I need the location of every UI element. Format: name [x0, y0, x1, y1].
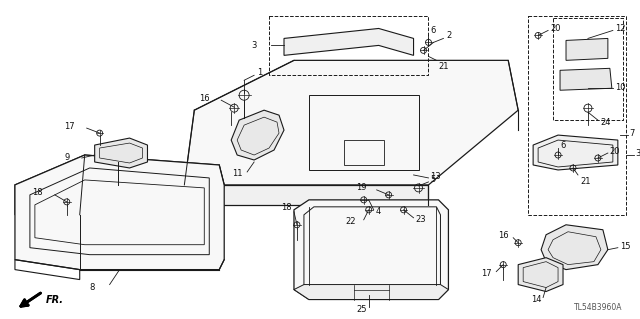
Text: 19: 19	[356, 183, 367, 192]
Text: 23: 23	[415, 215, 426, 224]
Text: 9: 9	[65, 152, 70, 161]
Polygon shape	[95, 138, 147, 168]
Polygon shape	[15, 155, 224, 270]
Text: 24: 24	[600, 118, 611, 127]
Text: 14: 14	[531, 295, 541, 304]
Polygon shape	[518, 258, 563, 292]
Text: 25: 25	[356, 305, 367, 314]
Polygon shape	[231, 110, 284, 160]
Text: 16: 16	[198, 94, 209, 103]
Text: 16: 16	[497, 231, 508, 240]
Text: 4: 4	[376, 207, 381, 216]
Text: 20: 20	[550, 24, 561, 33]
Text: 18: 18	[282, 203, 292, 212]
Text: TL54B3960A: TL54B3960A	[574, 303, 623, 313]
Text: 12: 12	[615, 24, 625, 33]
Text: 17: 17	[64, 122, 75, 130]
Text: 3: 3	[252, 41, 257, 50]
Polygon shape	[294, 200, 449, 300]
Text: 11: 11	[232, 169, 242, 178]
Text: 21: 21	[438, 62, 449, 71]
Polygon shape	[15, 155, 224, 215]
Text: 18: 18	[32, 189, 43, 197]
Text: 1: 1	[257, 68, 262, 77]
Text: 22: 22	[345, 217, 356, 226]
Text: 10: 10	[615, 83, 625, 92]
Text: FR.: FR.	[46, 294, 64, 305]
Text: 6: 6	[431, 26, 436, 35]
Text: 21: 21	[580, 177, 591, 186]
Text: 15: 15	[620, 242, 630, 251]
Text: 20: 20	[610, 146, 620, 156]
Polygon shape	[294, 285, 449, 300]
Text: 17: 17	[481, 269, 492, 278]
Text: 6: 6	[560, 141, 565, 150]
Polygon shape	[566, 38, 608, 60]
Text: 3: 3	[636, 149, 640, 158]
Polygon shape	[541, 225, 608, 270]
Polygon shape	[560, 68, 612, 90]
Text: 8: 8	[90, 283, 95, 292]
Text: 2: 2	[447, 31, 452, 40]
Polygon shape	[184, 60, 518, 185]
Text: 7: 7	[630, 129, 635, 137]
Polygon shape	[533, 135, 618, 170]
Polygon shape	[184, 185, 429, 205]
Text: 13: 13	[431, 173, 441, 182]
Polygon shape	[284, 28, 413, 56]
Text: 5: 5	[431, 175, 436, 184]
